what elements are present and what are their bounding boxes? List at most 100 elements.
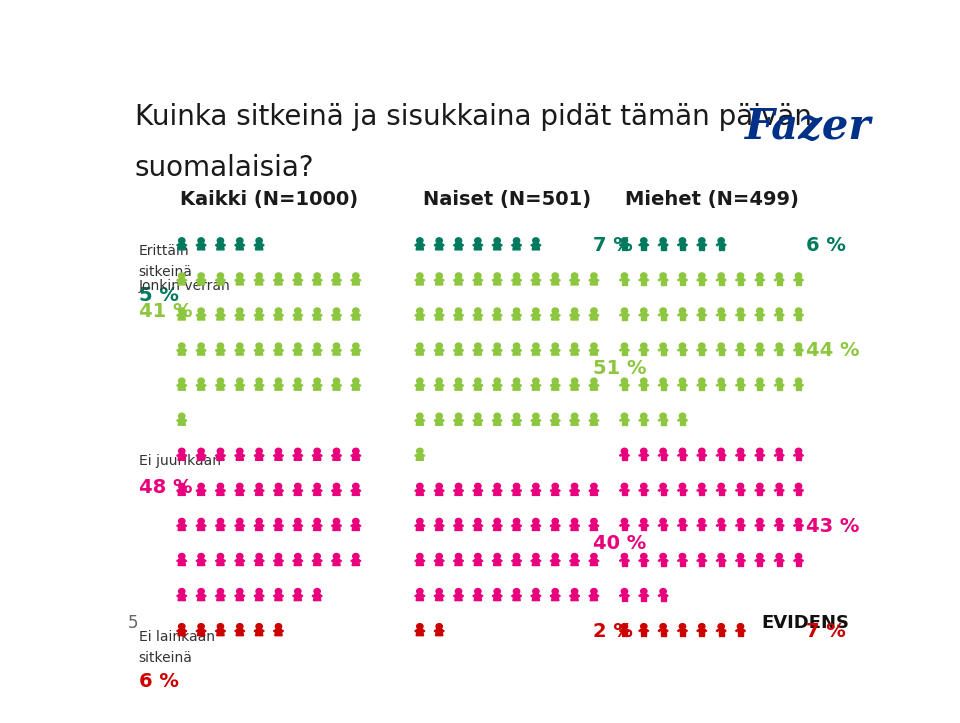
Polygon shape [627,314,630,316]
Ellipse shape [571,518,578,524]
Polygon shape [300,278,302,281]
Polygon shape [794,278,796,281]
Polygon shape [762,278,765,281]
Polygon shape [532,523,540,531]
Polygon shape [339,524,342,526]
Polygon shape [743,524,746,526]
Polygon shape [261,314,264,316]
Polygon shape [461,594,464,597]
Polygon shape [235,559,237,562]
Polygon shape [660,316,662,320]
Polygon shape [512,594,515,597]
Polygon shape [275,453,282,461]
Polygon shape [455,383,463,390]
Polygon shape [492,348,495,351]
Polygon shape [622,526,624,531]
Ellipse shape [552,554,559,559]
Polygon shape [660,559,665,562]
Ellipse shape [314,378,321,384]
Polygon shape [242,348,245,351]
Polygon shape [660,313,665,316]
Polygon shape [680,489,685,492]
Polygon shape [699,281,702,285]
Polygon shape [796,386,798,390]
Polygon shape [339,454,342,456]
Polygon shape [532,278,540,285]
Polygon shape [254,314,257,316]
Polygon shape [738,456,740,461]
Polygon shape [757,562,759,565]
Polygon shape [777,348,781,351]
Ellipse shape [217,448,224,454]
Polygon shape [659,524,660,526]
Polygon shape [683,632,685,636]
Polygon shape [352,523,360,531]
Polygon shape [781,348,784,351]
Polygon shape [518,559,521,562]
Ellipse shape [314,589,321,594]
Polygon shape [718,383,724,386]
Polygon shape [619,594,622,596]
Polygon shape [596,594,599,597]
Polygon shape [480,489,483,492]
Polygon shape [255,243,263,250]
Polygon shape [680,383,685,386]
Polygon shape [699,456,702,461]
Polygon shape [294,523,301,531]
Ellipse shape [640,308,647,313]
Polygon shape [235,278,237,281]
Polygon shape [215,629,218,632]
Polygon shape [724,348,726,351]
Polygon shape [780,456,781,461]
Polygon shape [755,454,757,456]
Polygon shape [455,278,463,285]
Polygon shape [499,348,502,351]
Ellipse shape [436,273,443,278]
Ellipse shape [514,484,519,489]
Polygon shape [255,629,263,636]
Ellipse shape [333,273,340,278]
Polygon shape [453,419,456,422]
Ellipse shape [680,273,685,278]
Polygon shape [350,524,353,526]
Polygon shape [641,523,646,526]
Polygon shape [796,526,798,531]
Polygon shape [255,453,263,461]
Ellipse shape [533,554,540,559]
Polygon shape [320,454,323,456]
Polygon shape [680,456,683,461]
Polygon shape [678,278,680,281]
Polygon shape [646,524,649,526]
Polygon shape [236,523,244,531]
Polygon shape [699,351,702,355]
Ellipse shape [756,343,763,348]
Ellipse shape [699,308,705,313]
Polygon shape [434,314,437,316]
Polygon shape [641,453,646,456]
Polygon shape [261,559,264,562]
Polygon shape [422,278,425,281]
Polygon shape [588,314,591,316]
Polygon shape [184,384,187,386]
Polygon shape [551,594,559,601]
Polygon shape [551,383,559,390]
Polygon shape [735,524,738,526]
Polygon shape [625,492,627,495]
Polygon shape [777,526,779,531]
Polygon shape [558,384,561,386]
Ellipse shape [417,238,423,243]
Polygon shape [699,559,705,562]
Polygon shape [177,454,180,456]
Ellipse shape [514,413,519,419]
Polygon shape [641,632,643,636]
Polygon shape [531,489,534,492]
Polygon shape [644,316,646,320]
Ellipse shape [718,308,724,313]
Polygon shape [518,384,521,386]
Polygon shape [236,629,244,636]
Ellipse shape [552,589,559,594]
Ellipse shape [514,273,519,278]
Polygon shape [724,524,726,526]
Polygon shape [453,278,456,281]
Polygon shape [455,243,463,250]
